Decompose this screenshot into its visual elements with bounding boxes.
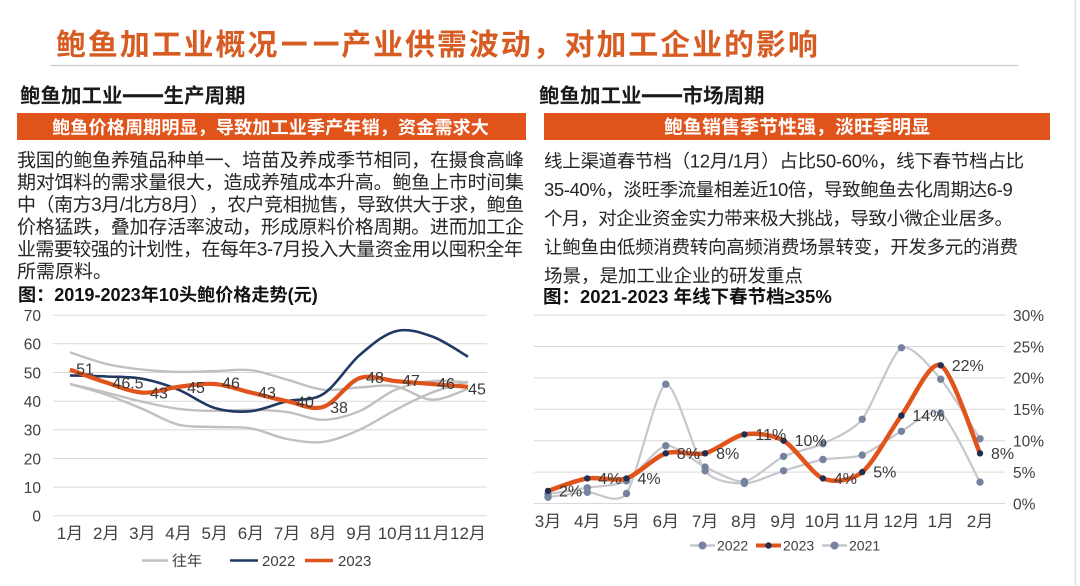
svg-text:10: 10 [768, 179, 788, 200]
svg-text:50-60%: 50-60% [816, 150, 878, 171]
svg-text:51: 51 [76, 362, 94, 379]
svg-text:/: / [120, 195, 126, 216]
svg-text:3: 3 [535, 512, 544, 531]
svg-text:10: 10 [24, 480, 42, 497]
svg-text:4: 4 [165, 524, 174, 543]
svg-text:35-40%: 35-40% [544, 179, 605, 200]
svg-text:2019-2023: 2019-2023 [54, 285, 141, 305]
svg-text:10%: 10% [1013, 434, 1044, 451]
svg-text:5%: 5% [1013, 465, 1036, 482]
svg-text:/1: /1 [728, 150, 743, 171]
svg-text:11: 11 [844, 512, 862, 531]
svg-text:47: 47 [402, 373, 420, 390]
svg-text:12: 12 [690, 150, 710, 171]
svg-text:25%: 25% [1013, 339, 1044, 356]
svg-text:12: 12 [884, 512, 903, 531]
svg-text:(: ( [288, 285, 294, 305]
svg-text:40: 40 [24, 394, 42, 411]
svg-text:45: 45 [468, 382, 486, 399]
svg-text:1: 1 [928, 512, 937, 531]
svg-text:2: 2 [93, 524, 102, 543]
svg-text:10%: 10% [795, 433, 827, 450]
svg-text:48: 48 [366, 370, 384, 387]
svg-text:8: 8 [162, 195, 173, 216]
svg-text:4%: 4% [598, 471, 621, 488]
svg-text:9: 9 [770, 512, 779, 531]
svg-text:6: 6 [653, 512, 662, 531]
svg-text:1: 1 [57, 524, 66, 543]
svg-text:8: 8 [731, 512, 740, 531]
svg-text:30: 30 [24, 423, 42, 440]
svg-text:22%: 22% [952, 358, 984, 375]
svg-text:2021-2023: 2021-2023 [580, 286, 668, 307]
svg-text:38: 38 [330, 400, 348, 417]
svg-text:8%: 8% [677, 446, 700, 463]
svg-text:3: 3 [129, 524, 138, 543]
svg-text:2023: 2023 [783, 538, 814, 554]
svg-text:20: 20 [24, 451, 42, 468]
svg-text:8%: 8% [991, 446, 1014, 463]
svg-text:3-7: 3-7 [257, 240, 283, 261]
svg-text:2021: 2021 [849, 538, 880, 554]
svg-text:45: 45 [187, 380, 205, 397]
svg-text:20%: 20% [1013, 371, 1044, 388]
svg-text:12: 12 [450, 524, 469, 543]
svg-text:8%: 8% [716, 446, 739, 463]
svg-text:46: 46 [437, 376, 455, 393]
svg-text:0%: 0% [1013, 496, 1036, 513]
svg-text:60: 60 [24, 337, 42, 354]
svg-text:2: 2 [967, 512, 976, 531]
svg-text:3: 3 [91, 195, 102, 216]
svg-text:): ) [312, 285, 318, 305]
svg-text:≥35%: ≥35% [785, 286, 832, 307]
svg-text:5%: 5% [873, 465, 896, 482]
svg-text:11: 11 [414, 524, 432, 543]
svg-text:8: 8 [310, 524, 319, 543]
svg-text:30%: 30% [1013, 308, 1044, 325]
svg-text:2022: 2022 [262, 553, 295, 570]
svg-text:10: 10 [378, 524, 397, 543]
svg-text:7: 7 [692, 512, 701, 531]
svg-text:5: 5 [613, 512, 622, 531]
svg-text:5: 5 [202, 524, 211, 543]
svg-text:4%: 4% [638, 471, 661, 488]
svg-text:2%: 2% [559, 483, 582, 500]
svg-text:50: 50 [24, 365, 42, 382]
svg-text:43: 43 [150, 386, 168, 403]
svg-text:4: 4 [574, 512, 583, 531]
svg-text:70: 70 [24, 308, 42, 325]
svg-text:2023: 2023 [338, 553, 371, 570]
svg-text:10: 10 [805, 512, 824, 531]
svg-text:6-9: 6-9 [987, 179, 1013, 200]
svg-text:0: 0 [32, 509, 41, 526]
svg-text:9: 9 [346, 524, 355, 543]
svg-text:40: 40 [296, 395, 314, 412]
svg-text:15%: 15% [1013, 402, 1044, 419]
svg-text:14%: 14% [912, 408, 944, 425]
svg-text:11%: 11% [755, 427, 786, 444]
svg-text:46.5: 46.5 [112, 376, 143, 393]
svg-text:7: 7 [274, 524, 283, 543]
svg-text:10: 10 [159, 285, 179, 305]
svg-text:46: 46 [222, 376, 240, 393]
svg-text:43: 43 [258, 385, 276, 402]
svg-text:2022: 2022 [717, 538, 748, 554]
svg-text:4%: 4% [834, 471, 857, 488]
svg-text:6: 6 [238, 524, 247, 543]
